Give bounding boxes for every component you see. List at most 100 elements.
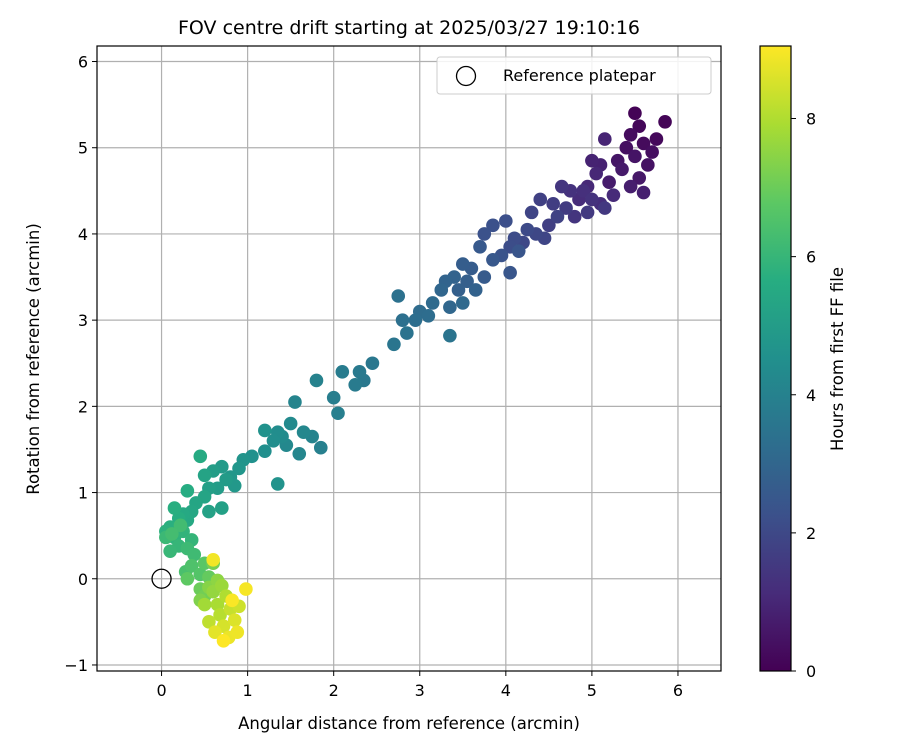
data-point bbox=[335, 365, 350, 379]
data-point bbox=[455, 257, 470, 271]
data-point bbox=[239, 582, 253, 596]
data-point bbox=[628, 149, 642, 164]
data-point bbox=[636, 136, 651, 151]
data-point bbox=[391, 289, 406, 303]
colorbar-tick-label: 2 bbox=[806, 524, 816, 543]
data-point bbox=[292, 446, 307, 461]
data-point bbox=[632, 171, 647, 185]
data-point bbox=[202, 504, 216, 519]
data-point bbox=[580, 205, 595, 220]
colorbar-ticks: 0 2 4 6 8 bbox=[791, 110, 816, 681]
colorbar: 0 2 4 6 8 Hours from first FF file bbox=[759, 45, 847, 681]
x-axis-ticks: 0 1 2 3 4 5 6 bbox=[156, 671, 683, 700]
x-tick-label: 5 bbox=[587, 681, 597, 700]
y-tick-label: 4 bbox=[78, 225, 88, 244]
legend-box bbox=[436, 56, 712, 95]
data-point bbox=[602, 175, 616, 190]
data-point bbox=[499, 214, 513, 228]
chart-title: FOV centre drift starting at 2025/03/27 … bbox=[178, 17, 640, 39]
data-point bbox=[623, 179, 638, 194]
data-point bbox=[216, 634, 231, 648]
data-point bbox=[546, 196, 560, 211]
data-point bbox=[213, 608, 227, 622]
colorbar-gradient bbox=[760, 46, 791, 671]
data-point bbox=[542, 218, 556, 233]
data-point bbox=[173, 518, 188, 533]
data-point bbox=[352, 365, 367, 379]
colorbar-label: Hours from first FF file bbox=[828, 267, 847, 451]
data-point bbox=[524, 205, 539, 220]
colorbar-tick-label: 8 bbox=[806, 110, 816, 129]
data-point bbox=[585, 153, 599, 168]
data-point bbox=[468, 283, 483, 297]
legend: Reference platepar bbox=[436, 56, 712, 95]
data-point bbox=[258, 423, 272, 438]
data-point bbox=[180, 571, 195, 586]
data-point bbox=[477, 270, 492, 284]
data-point bbox=[270, 477, 285, 491]
y-tick-label: 2 bbox=[78, 397, 88, 416]
data-point bbox=[623, 127, 638, 142]
legend-marker-icon bbox=[455, 65, 477, 87]
data-point bbox=[258, 444, 272, 458]
x-tick-label: 2 bbox=[329, 681, 339, 700]
data-point bbox=[649, 132, 664, 146]
data-point bbox=[486, 252, 500, 267]
plot-frame bbox=[96, 45, 722, 672]
y-axis-label: Rotation from reference (arcmin) bbox=[24, 223, 43, 495]
data-point bbox=[615, 162, 629, 177]
data-point bbox=[210, 597, 225, 612]
data-point bbox=[632, 119, 647, 133]
data-point bbox=[283, 416, 298, 431]
data-point bbox=[230, 625, 245, 640]
data-point bbox=[554, 179, 569, 194]
colorbar-tick-label: 4 bbox=[806, 386, 816, 405]
data-point bbox=[606, 188, 621, 202]
data-point bbox=[232, 461, 246, 476]
x-tick-label: 6 bbox=[673, 681, 683, 700]
data-point bbox=[408, 313, 423, 327]
x-tick-label: 1 bbox=[243, 681, 253, 700]
data-point bbox=[576, 184, 591, 198]
data-point bbox=[167, 501, 182, 515]
data-point bbox=[520, 222, 535, 237]
data-point bbox=[309, 373, 324, 388]
legend-entry-reference: Reference platepar bbox=[503, 66, 656, 85]
x-tick-label: 0 bbox=[156, 681, 166, 700]
y-tick-label: 3 bbox=[78, 311, 88, 330]
data-point bbox=[187, 547, 202, 562]
reference-marker-group bbox=[151, 568, 172, 589]
data-point bbox=[400, 326, 414, 340]
data-point bbox=[197, 468, 212, 483]
data-point bbox=[202, 615, 216, 629]
data-point bbox=[313, 440, 328, 455]
data-point bbox=[219, 472, 233, 487]
data-point bbox=[658, 115, 672, 129]
y-tick-label: −1 bbox=[64, 656, 88, 675]
reference-platepar-marker bbox=[151, 568, 172, 589]
data-point bbox=[266, 434, 281, 448]
data-point bbox=[585, 192, 599, 207]
data-point bbox=[208, 625, 222, 640]
data-point bbox=[559, 201, 573, 215]
data-point bbox=[365, 356, 380, 371]
data-point bbox=[567, 209, 582, 224]
x-axis-label: Angular distance from reference (arcmin) bbox=[238, 714, 580, 733]
data-point bbox=[165, 527, 179, 541]
data-point bbox=[387, 337, 401, 352]
data-point bbox=[443, 328, 457, 343]
data-point bbox=[503, 265, 517, 280]
data-point bbox=[451, 283, 466, 297]
data-point bbox=[193, 449, 208, 464]
data-point bbox=[421, 309, 436, 323]
y-axis-ticks: −1 0 1 2 3 4 5 6 bbox=[64, 53, 97, 675]
data-point bbox=[443, 300, 457, 315]
data-point bbox=[645, 145, 659, 159]
data-point bbox=[533, 192, 548, 207]
data-point bbox=[550, 209, 565, 224]
data-point bbox=[215, 578, 229, 593]
data-point bbox=[619, 140, 634, 155]
colorbar-tick-label: 6 bbox=[806, 248, 816, 267]
data-point bbox=[331, 406, 345, 421]
